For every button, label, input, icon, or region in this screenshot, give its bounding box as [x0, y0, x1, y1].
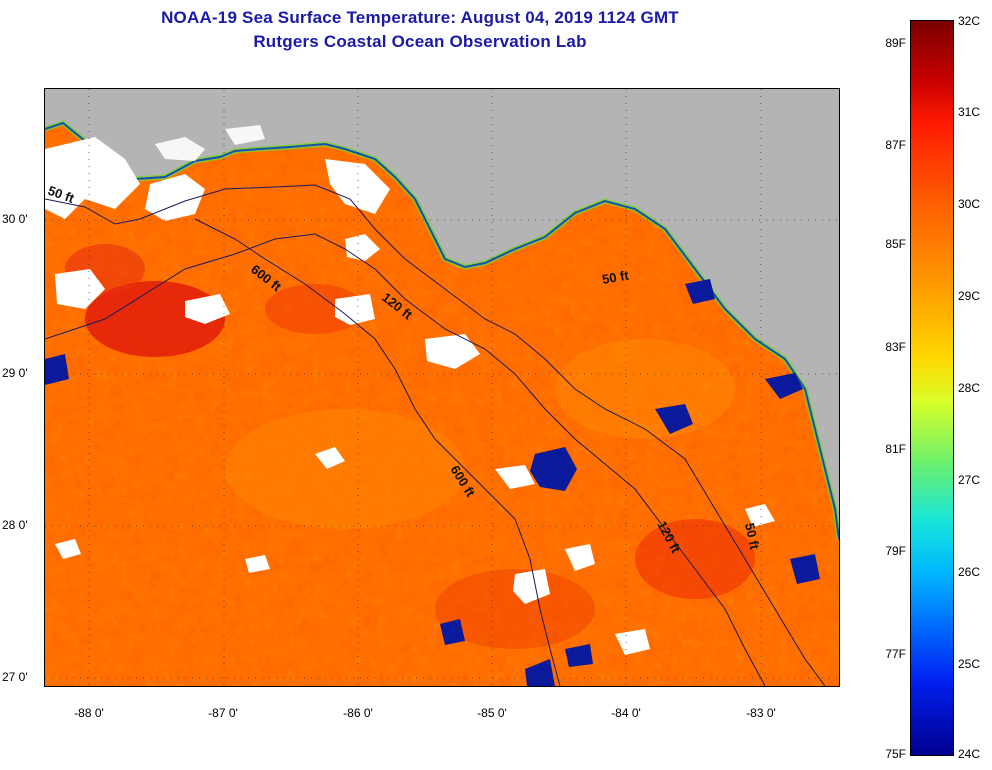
contour-label-50ft-east: 50 ft: [601, 267, 631, 287]
lon-label-85: -85 0': [477, 706, 507, 720]
bathymetry-contours: [45, 184, 826, 686]
colorbar-label-30c: 30C: [958, 197, 981, 211]
contour-120ft: [45, 233, 766, 686]
warm-patch: [225, 409, 465, 529]
colorbar-label-79f: 79F: [885, 544, 906, 558]
map-title: NOAA-19 Sea Surface Temperature: August …: [161, 8, 679, 27]
contour-600ft: [194, 218, 561, 686]
colorbar-label-89f: 89F: [885, 36, 906, 50]
colorbar-label-27c: 27C: [958, 473, 981, 487]
lon-label-84: -84 0': [611, 706, 641, 720]
coastal-marsh: [155, 125, 265, 161]
hot-patch: [265, 284, 365, 334]
warm-patch: [555, 339, 735, 439]
hot-patch: [435, 569, 595, 649]
colorbar-label-25c: 25C: [958, 657, 981, 671]
contour-50ft: [45, 184, 826, 686]
lat-label-27: 27 0': [2, 670, 28, 684]
temperature-colorbar: [910, 20, 954, 756]
lat-label-28: 28 0': [2, 518, 28, 532]
colorbar-label-32c: 32C: [958, 14, 981, 28]
sst-map[interactable]: 50 ft 600 ft 120 ft 50 ft 600 ft 120 ft …: [44, 88, 840, 687]
colorbar-label-31c: 31C: [958, 105, 981, 119]
colorbar-label-28c: 28C: [958, 381, 981, 395]
lon-label-88: -88 0': [74, 706, 104, 720]
colorbar-label-85f: 85F: [885, 237, 906, 251]
cool-patches: [45, 279, 820, 686]
colorbar-label-87f: 87F: [885, 138, 906, 152]
cloud-patches: [45, 137, 775, 655]
colorbar-label-77f: 77F: [885, 647, 906, 661]
lon-label-87: -87 0': [208, 706, 238, 720]
colorbar-label-81f: 81F: [885, 442, 906, 456]
colorbar-label-29c: 29C: [958, 289, 981, 303]
map-subtitle: Rutgers Coastal Ocean Observation Lab: [253, 32, 587, 51]
colorbar-label-26c: 26C: [958, 565, 981, 579]
lat-label-30: 30 0': [2, 212, 28, 226]
lon-label-86: -86 0': [343, 706, 373, 720]
lat-label-29: 29 0': [2, 366, 28, 380]
colorbar-label-24c: 24C: [958, 747, 981, 761]
colorbar-label-83f: 83F: [885, 340, 906, 354]
hot-patch: [635, 519, 755, 599]
colorbar-label-75f: 75F: [885, 747, 906, 761]
graticule: [45, 89, 839, 686]
lon-label-83: -83 0': [746, 706, 776, 720]
contour-label-50ft-south: 50 ft: [742, 522, 762, 552]
